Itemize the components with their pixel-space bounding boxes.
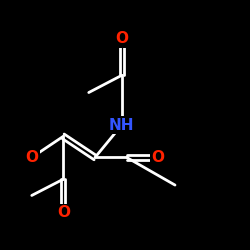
Text: O: O — [25, 150, 38, 165]
Text: O: O — [57, 205, 70, 220]
Text: O: O — [152, 150, 165, 165]
Text: NH: NH — [109, 118, 134, 132]
Text: O: O — [115, 32, 128, 46]
